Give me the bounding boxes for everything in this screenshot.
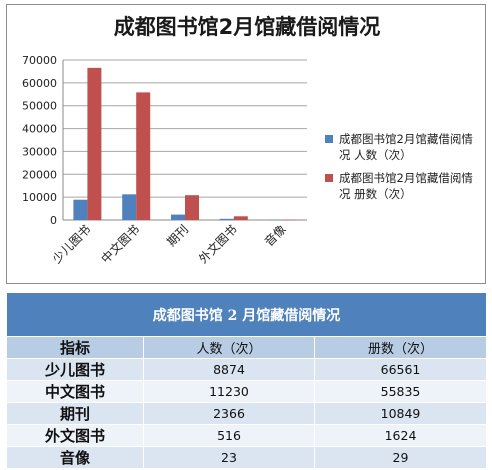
table-row: 少儿图书 8874 66561 bbox=[6, 358, 488, 381]
x-tick-label: 期刊 bbox=[164, 222, 191, 249]
cell-people: 516 bbox=[143, 424, 315, 447]
y-tick-label: 40000 bbox=[22, 123, 57, 136]
data-table: 成都图书馆 2 月馆藏借阅情况 指标 人数（次） 册数（次） 少儿图书 8874… bbox=[5, 292, 488, 469]
x-tick-label: 外文图书 bbox=[195, 222, 240, 267]
row-label: 音像 bbox=[6, 446, 144, 469]
cell-volumes: 66561 bbox=[313, 358, 488, 381]
bar-volumes bbox=[87, 67, 102, 221]
row-label: 外文图书 bbox=[6, 424, 144, 447]
legend-swatch-blue bbox=[325, 135, 333, 143]
cell-people: 23 bbox=[143, 446, 315, 469]
bar-volumes bbox=[136, 92, 151, 220]
bar-volumes bbox=[233, 216, 248, 220]
legend-swatch-red bbox=[325, 174, 333, 182]
legend-label: 成都图书馆2月馆藏借阅情况 人数（次） bbox=[339, 132, 473, 162]
cell-people: 2366 bbox=[143, 402, 315, 425]
y-tick-label: 20000 bbox=[22, 168, 57, 181]
header-indicator: 指标 bbox=[6, 336, 144, 359]
bar-volumes bbox=[282, 219, 297, 221]
table-row: 中文图书 11230 55835 bbox=[6, 380, 488, 403]
row-label: 少儿图书 bbox=[6, 358, 144, 381]
cell-volumes: 55835 bbox=[313, 380, 488, 403]
cell-volumes: 1624 bbox=[313, 424, 488, 447]
chart-title: 成都图书馆2月馆藏借阅情况 bbox=[113, 15, 381, 39]
table-row: 期刊 2366 10849 bbox=[6, 402, 488, 425]
x-tick-label: 少儿图书 bbox=[50, 222, 94, 266]
header-volumes: 册数（次） bbox=[313, 336, 488, 359]
y-tick-label: 30000 bbox=[22, 145, 57, 158]
bar-volumes bbox=[185, 195, 199, 220]
y-tick-label: 0 bbox=[50, 214, 57, 227]
bar-chart: 0 10000 20000 30000 40000 50000 60000 70000 少儿图书… bbox=[22, 54, 307, 267]
y-tick-label: 60000 bbox=[22, 77, 57, 90]
header-people: 人数（次） bbox=[143, 336, 315, 359]
y-tick-label: 50000 bbox=[22, 100, 57, 113]
data-table-panel: 成都图书馆 2 月馆藏借阅情况 指标 人数（次） 册数（次） 少儿图书 8874… bbox=[5, 292, 488, 469]
table-row: 音像 23 29 bbox=[6, 446, 488, 469]
table-title: 成都图书馆 2 月馆藏借阅情况 bbox=[5, 292, 488, 337]
cell-volumes: 10849 bbox=[313, 402, 488, 425]
y-tick-label: 70000 bbox=[22, 54, 57, 67]
bar-people bbox=[171, 214, 185, 220]
bar-people bbox=[219, 218, 234, 220]
x-tick-label: 音像 bbox=[261, 222, 289, 250]
cell-volumes: 29 bbox=[313, 446, 488, 469]
x-tick-label: 中文图书 bbox=[98, 222, 143, 267]
row-label: 中文图书 bbox=[6, 380, 144, 403]
y-tick-label: 10000 bbox=[22, 191, 57, 204]
cell-people: 8874 bbox=[143, 358, 315, 381]
chart-panel: 0 10000 20000 30000 40000 50000 60000 70000 少儿图书… bbox=[6, 4, 486, 284]
table-row: 外文图书 516 1624 bbox=[6, 424, 488, 447]
bar-people bbox=[73, 199, 88, 220]
row-label: 期刊 bbox=[6, 402, 144, 425]
bar-people bbox=[268, 219, 283, 221]
legend-label: 成都图书馆2月馆藏借阅情况 册数（次） bbox=[339, 171, 473, 201]
cell-people: 11230 bbox=[143, 380, 315, 403]
bar-people bbox=[122, 194, 137, 220]
